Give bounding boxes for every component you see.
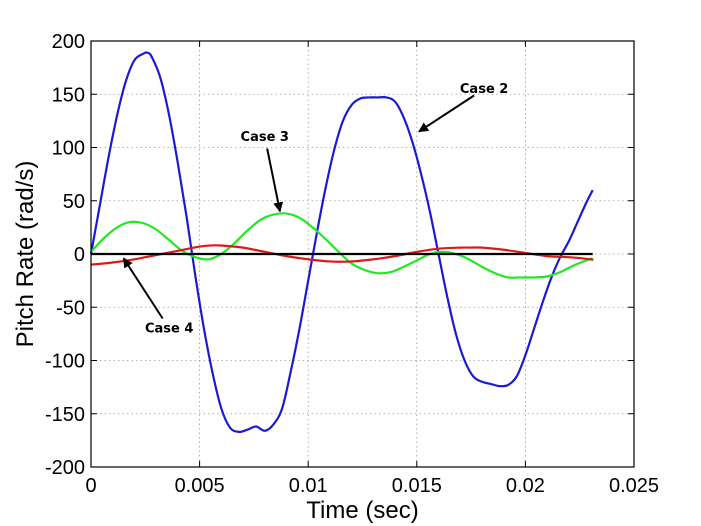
annotation-label-case-3: Case 3 — [241, 130, 289, 145]
x-tick-labels: 0 0.005 0.01 0.015 0.02 0.025 — [85, 475, 659, 497]
y-tick-label: -150 — [45, 404, 85, 426]
series-case-3 — [90, 212, 594, 279]
y-tick-label: 200 — [52, 31, 85, 53]
annotation-label-case-2: Case 2 — [460, 82, 508, 97]
y-tick-label: -50 — [56, 297, 85, 319]
x-tick-label: 0.02 — [506, 475, 545, 497]
annotation-arrow-case-2 — [418, 94, 475, 133]
x-tick-label: 0.005 — [175, 475, 225, 497]
y-tick-labels: 200 150 100 50 0 -50 -100 -150 -200 — [45, 31, 85, 479]
x-tick-label: 0.025 — [609, 475, 659, 497]
x-tick-label: 0.01 — [289, 475, 328, 497]
x-axis-title: Time (sec) — [306, 497, 418, 524]
y-tick-label: -100 — [45, 351, 85, 373]
annotations: Case 2 Case 3 Case 4 — [122, 82, 508, 337]
annotation-arrow-case-4 — [122, 257, 164, 320]
y-axis-title: Pitch Rate (rad/s) — [12, 161, 39, 348]
annotation-label-case-4: Case 4 — [145, 322, 193, 337]
y-tick-label: 50 — [63, 191, 85, 213]
x-tick-label: 0.015 — [392, 475, 442, 497]
series-lines — [89, 51, 595, 434]
annotation-arrow-case-3 — [266, 148, 284, 213]
x-tick-label: 0 — [85, 475, 96, 497]
y-tick-label: 100 — [52, 138, 85, 160]
y-tick-label: -200 — [45, 457, 85, 479]
axis-ticks — [90, 40, 635, 468]
series-case-4 — [90, 244, 595, 266]
y-tick-label: 150 — [52, 84, 85, 106]
y-tick-label: 0 — [74, 244, 85, 266]
series-case-2 — [89, 51, 594, 434]
